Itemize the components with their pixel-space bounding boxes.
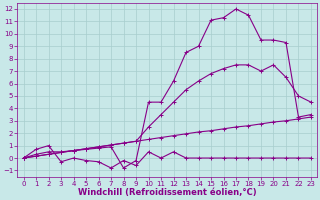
X-axis label: Windchill (Refroidissement éolien,°C): Windchill (Refroidissement éolien,°C) [78, 188, 257, 197]
